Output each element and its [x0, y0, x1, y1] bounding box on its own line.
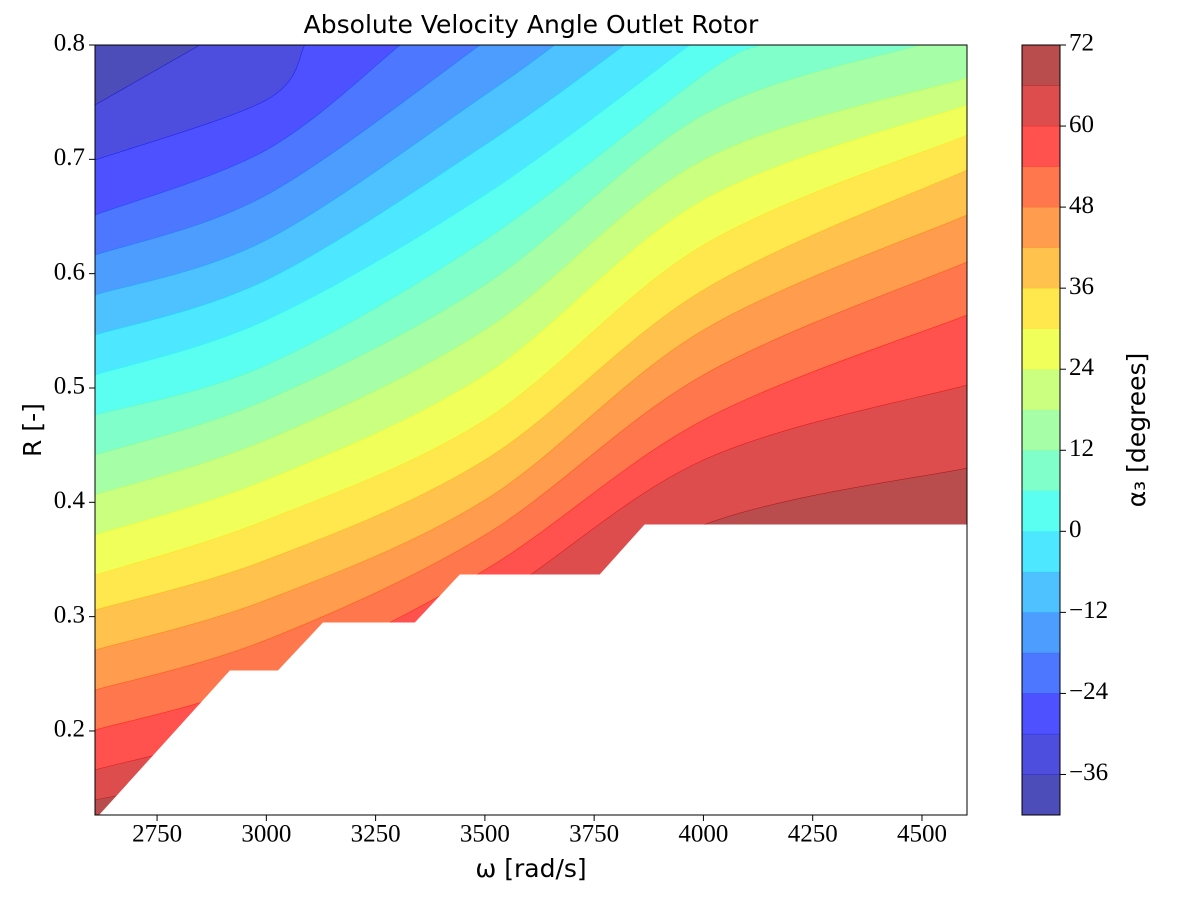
colorbar-band — [1021, 247, 1061, 289]
colorbar-band — [1021, 571, 1061, 613]
colorbar-tick-label: 0 — [1069, 516, 1082, 543]
colorbar-band — [1021, 287, 1061, 329]
colorbar-tick-label: 36 — [1069, 273, 1094, 300]
contour-line — [95, 45, 401, 216]
chart-title: Absolute Velocity Angle Outlet Rotor — [304, 10, 759, 39]
contour-line — [95, 45, 481, 256]
contour-line — [95, 45, 555, 296]
colorbar-tick-label: 60 — [1069, 111, 1094, 138]
y-tick-label: 0.2 — [54, 716, 85, 743]
x-tick-label: 3250 — [351, 821, 401, 848]
colorbar-band — [1021, 44, 1061, 86]
contour-line — [95, 45, 691, 376]
y-tick-label: 0.4 — [54, 487, 86, 514]
colorbar-tick-label: 48 — [1069, 192, 1094, 219]
colorbar-tick-label: −12 — [1069, 597, 1108, 624]
x-tick-label: 4500 — [897, 821, 947, 848]
x-tick-label: 2750 — [132, 821, 182, 848]
colorbar-band — [1021, 450, 1061, 491]
colorbar-label: α₃ [degrees] — [1122, 353, 1151, 508]
y-axis-label: R [-] — [18, 403, 47, 457]
contour-line — [95, 134, 967, 576]
colorbar-band — [1021, 409, 1061, 451]
colorbar-band — [1021, 369, 1061, 410]
contour-line — [95, 104, 967, 536]
colorbar-band — [1021, 125, 1061, 167]
contour-line — [95, 45, 201, 106]
colorbar-band — [1021, 693, 1061, 735]
colorbar — [1021, 44, 1061, 816]
colorbar-frame — [1021, 44, 1061, 816]
x-tick-label: 4250 — [788, 821, 838, 848]
x-tick-label: 3000 — [241, 821, 291, 848]
contour-line — [95, 45, 920, 456]
contour-line — [95, 45, 760, 416]
x-tick-label: 4000 — [678, 821, 728, 848]
colorbar-band — [1021, 166, 1061, 208]
colorbar-band — [1021, 328, 1061, 370]
colorbar-band — [1021, 774, 1061, 816]
colorbar-tick-label: 24 — [1069, 354, 1095, 381]
colorbar-band — [1021, 652, 1061, 694]
colorbar-tick-label: −24 — [1069, 678, 1109, 705]
x-axis-label: ω [rad/s] — [475, 854, 586, 883]
colorbar-band — [1021, 733, 1061, 775]
contour-line — [95, 214, 967, 651]
axes-frame — [94, 44, 968, 816]
contour-line — [95, 169, 967, 611]
colorbar-band — [1021, 206, 1061, 248]
contour-line — [95, 45, 625, 336]
x-tick-label: 3750 — [569, 821, 619, 848]
contour-line — [95, 261, 967, 691]
colorbar-band — [1021, 85, 1061, 127]
y-tick-label: 0.5 — [54, 373, 85, 400]
colorbar-band — [1021, 490, 1061, 532]
invalid-region — [99, 524, 967, 815]
plot-area — [95, 45, 967, 815]
colorbar-band — [1021, 612, 1061, 654]
y-tick-label: 0.3 — [54, 601, 85, 628]
y-tick-label: 0.7 — [54, 144, 85, 171]
colorbar-tick-label: −36 — [1069, 759, 1108, 786]
colorbar-band — [1021, 531, 1061, 573]
contour-line — [95, 77, 967, 496]
x-tick-label: 3500 — [460, 821, 510, 848]
colorbar-tick-label: 72 — [1069, 30, 1094, 57]
y-tick-label: 0.6 — [54, 258, 85, 285]
colorbar-tick-label: 12 — [1069, 435, 1094, 462]
y-tick-label: 0.8 — [54, 30, 85, 57]
contour-line — [95, 45, 306, 161]
